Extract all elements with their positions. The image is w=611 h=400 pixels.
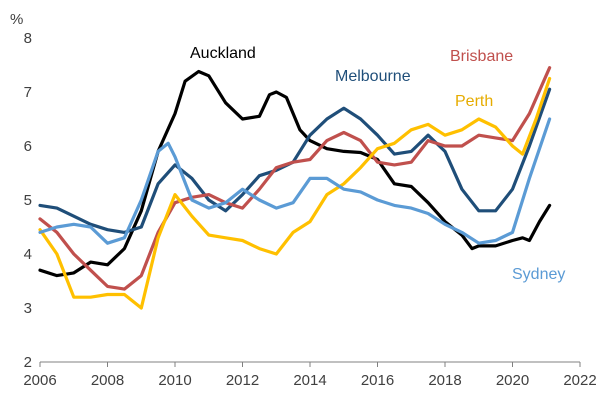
y-tick-label: 4 xyxy=(24,246,32,263)
series-line-auckland xyxy=(38,69,552,278)
y-tick-label: 7 xyxy=(24,84,32,101)
x-tick-label: 2022 xyxy=(563,372,596,389)
y-tick-label: 2 xyxy=(24,354,32,371)
y-tick-label: 8 xyxy=(24,30,32,47)
series-line-brisbane xyxy=(38,66,552,291)
y-tick-label: 6 xyxy=(24,138,32,155)
x-tick-label: 2006 xyxy=(23,372,56,389)
y-tick-label: 5 xyxy=(24,192,32,209)
series-label-brisbane: Brisbane xyxy=(450,48,513,65)
series-label-auckland: Auckland xyxy=(190,45,256,62)
x-tick-label: 2018 xyxy=(428,372,461,389)
series-label-sydney: Sydney xyxy=(512,266,565,283)
series-line-sydney xyxy=(38,117,552,245)
series-label-perth: Perth xyxy=(455,93,493,110)
x-tick-label: 2020 xyxy=(496,372,529,389)
y-tick-label: 3 xyxy=(24,300,32,317)
x-tick-label: 2010 xyxy=(158,372,191,389)
x-tick-label: 2012 xyxy=(226,372,259,389)
y-axis-unit-label: % xyxy=(10,11,23,28)
x-tick-label: 2016 xyxy=(361,372,394,389)
x-tick-label: 2014 xyxy=(293,372,326,389)
x-tick-label: 2008 xyxy=(91,372,124,389)
series-label-melbourne: Melbourne xyxy=(335,68,411,85)
series-line-perth xyxy=(38,76,552,310)
